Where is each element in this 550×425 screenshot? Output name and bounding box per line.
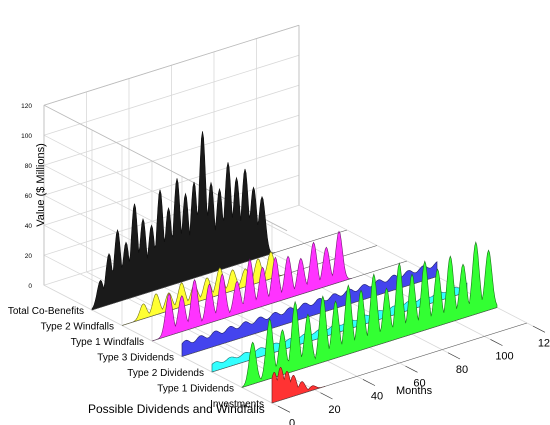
category-label: Type 1 Windfalls bbox=[71, 337, 144, 348]
x-axis-label: Months bbox=[396, 385, 433, 397]
figure-caption: Possible Dividends and Windfalls bbox=[88, 402, 265, 416]
grid-line-back-horizontal bbox=[43, 144, 300, 226]
series-type-1-windfalls bbox=[151, 230, 352, 342]
category-label: Type 2 Dividends bbox=[127, 368, 204, 379]
x-tick-mark bbox=[532, 325, 546, 333]
y-axis-label: Value ($ Millions) bbox=[35, 143, 47, 227]
z-tick-label: 60 bbox=[25, 193, 33, 200]
grid-line-back-horizontal bbox=[43, 114, 300, 196]
x-tick-label: 20 bbox=[328, 404, 340, 416]
z-tick-label: 20 bbox=[25, 253, 33, 260]
row-baseline bbox=[181, 276, 438, 357]
category-label: Type 1 Dividends bbox=[157, 384, 234, 395]
axis-box-edge bbox=[43, 24, 300, 106]
x-tick-label: 60 bbox=[413, 377, 425, 389]
x-tick-mark bbox=[362, 379, 376, 386]
x-tick-label: 120 bbox=[538, 337, 550, 349]
x-tick-label: 40 bbox=[371, 391, 383, 403]
category-label: Investments bbox=[210, 399, 264, 410]
x-tick-mark bbox=[447, 352, 461, 360]
series-type-1-dividends bbox=[241, 241, 498, 388]
category-label: Total Co-Benefits bbox=[8, 306, 84, 317]
x-tick-mark bbox=[320, 392, 333, 400]
grid-line-back-horizontal bbox=[43, 84, 300, 166]
x-tick-label: 80 bbox=[456, 364, 468, 376]
x-tick-mark bbox=[277, 405, 291, 413]
category-label: Type 3 Dividends bbox=[97, 353, 174, 364]
x-tick-label: 0 bbox=[289, 417, 295, 425]
z-tick-label: 40 bbox=[25, 223, 33, 230]
z-tick-label: 100 bbox=[21, 133, 32, 140]
grid-line-back-horizontal bbox=[43, 174, 300, 256]
x-tick-mark bbox=[490, 339, 503, 346]
row-baseline bbox=[241, 307, 498, 388]
series-investments bbox=[271, 366, 326, 404]
grid-line-floor-depth bbox=[43, 284, 288, 412]
x-tick-label: 100 bbox=[495, 351, 513, 363]
category-label: Type 2 Windfalls bbox=[41, 322, 114, 333]
series-total-co-benefits bbox=[91, 131, 276, 311]
z-tick-label: 0 bbox=[28, 283, 32, 290]
row-baseline bbox=[151, 260, 408, 342]
chart-series bbox=[91, 131, 528, 404]
z-tick-label: 80 bbox=[25, 163, 33, 170]
row-baseline bbox=[271, 322, 528, 404]
series-type-2-windfalls bbox=[121, 251, 284, 326]
z-tick-label: 120 bbox=[21, 103, 32, 110]
chart-ticks: 0 20 40 60 80 100 120 0 20 40 60 80 100 120 Investment… bbox=[8, 103, 550, 425]
x-tick-mark bbox=[405, 365, 418, 373]
grid-line-back-horizontal bbox=[43, 54, 300, 136]
